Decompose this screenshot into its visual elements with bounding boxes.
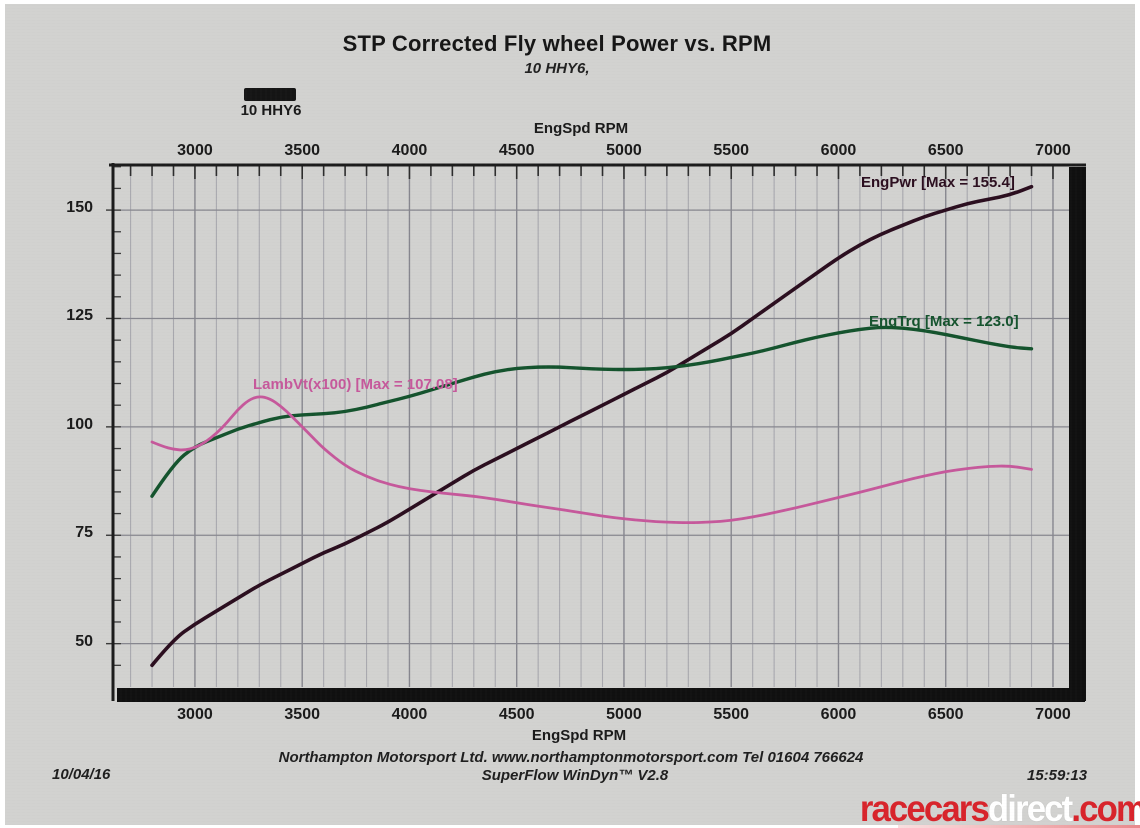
- y-tick-label: 150: [66, 199, 93, 217]
- x-tick-label-top: 3500: [284, 142, 320, 159]
- page-subtitle: 10 HHY6,: [524, 60, 590, 77]
- legend-swatch: [244, 88, 296, 101]
- y-tick-label: 50: [75, 632, 93, 650]
- dyno-chart: [106, 163, 1086, 702]
- logo-text-direct: direct: [987, 788, 1073, 828]
- x-tick-label-top: 7000: [1035, 142, 1071, 159]
- print-time: 15:59:13: [1027, 767, 1088, 784]
- top-axis-label: EngSpd RPM: [533, 120, 629, 137]
- scanned-paper-background: STP Corrected Fly wheel Power vs. RPM 10…: [5, 4, 1140, 828]
- x-tick-label-bottom: 5500: [713, 706, 749, 723]
- print-date: 10/04/16: [52, 766, 111, 783]
- logo-text-dotcom: .com: [1071, 788, 1140, 828]
- footer-company-line: Northampton Motorsport Ltd. www.northamp…: [278, 749, 864, 766]
- x-tick-label-bottom: 4000: [391, 706, 428, 723]
- x-tick-label-bottom: 3000: [177, 706, 213, 723]
- x-tick-label-top: 4500: [498, 142, 535, 159]
- lambda-curve-label: LambVt(x100) [Max = 107.08]: [253, 376, 458, 393]
- logo-red-strip: [898, 825, 1140, 828]
- x-tick-label-top: 5500: [713, 142, 749, 159]
- x-tick-label-bottom: 5000: [606, 706, 642, 723]
- y-tick-label: 75: [75, 524, 93, 542]
- x-tick-label-top: 6500: [927, 142, 964, 159]
- engpwr-curve: [150, 184, 1034, 668]
- x-tick-label-bottom: 4500: [498, 706, 535, 723]
- x-tick-label-bottom: 3500: [284, 706, 320, 723]
- x-tick-label-bottom: 7000: [1035, 706, 1071, 723]
- footer-software-line: SuperFlow WinDyn™ V2.8: [481, 767, 669, 784]
- x-tick-label-bottom: 6500: [927, 706, 964, 723]
- legend-label: 10 HHY6: [240, 102, 302, 119]
- x-tick-label-top: 3000: [177, 142, 213, 159]
- y-tick-label: 100: [66, 415, 93, 433]
- engtrq-curve: [150, 325, 1034, 498]
- engtrq-curve-label: EngTrq [Max = 123.0]: [869, 313, 1019, 330]
- engpwr-curve-label: EngPwr [Max = 155.4]: [861, 174, 1015, 191]
- bottom-axis-label: EngSpd RPM: [531, 727, 627, 744]
- lambvt-x100--curve: [150, 395, 1033, 524]
- logo-text-racecars: racecars: [859, 788, 990, 828]
- x-tick-label-top: 5000: [606, 142, 642, 159]
- x-tick-label-bottom: 6000: [820, 706, 857, 723]
- x-tick-label-top: 6000: [820, 142, 857, 159]
- racecarsdirect-logo: racecars direct .com: [860, 788, 1140, 828]
- y-tick-label: 125: [66, 307, 93, 325]
- page-title: STP Corrected Fly wheel Power vs. RPM: [342, 31, 772, 56]
- x-tick-label-top: 4000: [391, 142, 428, 159]
